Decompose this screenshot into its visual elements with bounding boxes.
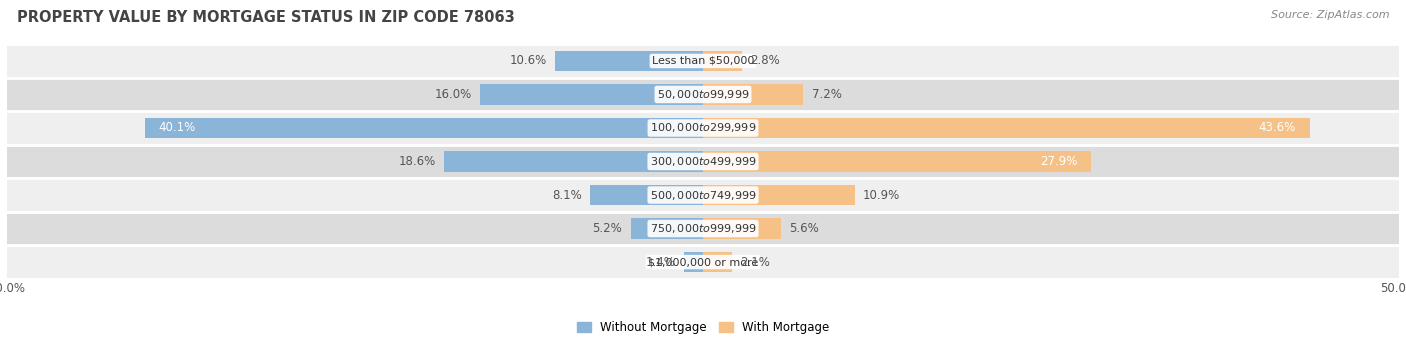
Text: $50,000 to $99,999: $50,000 to $99,999 bbox=[657, 88, 749, 101]
Text: 10.9%: 10.9% bbox=[863, 188, 900, 202]
Text: 2.8%: 2.8% bbox=[751, 54, 780, 67]
Text: $300,000 to $499,999: $300,000 to $499,999 bbox=[650, 155, 756, 168]
Text: 27.9%: 27.9% bbox=[1040, 155, 1077, 168]
Text: 43.6%: 43.6% bbox=[1258, 121, 1296, 135]
Bar bbox=[7, 178, 1399, 212]
Text: 5.6%: 5.6% bbox=[789, 222, 820, 235]
Bar bbox=[591, 185, 703, 205]
Bar bbox=[7, 111, 1399, 145]
Text: 18.6%: 18.6% bbox=[398, 155, 436, 168]
Text: 7.2%: 7.2% bbox=[811, 88, 841, 101]
Text: 5.2%: 5.2% bbox=[592, 222, 623, 235]
Bar bbox=[703, 185, 855, 205]
Text: Source: ZipAtlas.com: Source: ZipAtlas.com bbox=[1271, 10, 1389, 20]
Bar bbox=[444, 151, 703, 172]
Text: PROPERTY VALUE BY MORTGAGE STATUS IN ZIP CODE 78063: PROPERTY VALUE BY MORTGAGE STATUS IN ZIP… bbox=[17, 10, 515, 25]
Bar bbox=[703, 252, 733, 272]
Bar bbox=[683, 252, 703, 272]
Text: 1.4%: 1.4% bbox=[645, 256, 675, 269]
Bar bbox=[7, 245, 1399, 279]
Text: Less than $50,000: Less than $50,000 bbox=[652, 56, 754, 66]
Bar bbox=[145, 118, 703, 138]
Bar bbox=[703, 51, 742, 71]
Bar bbox=[7, 145, 1399, 178]
Bar bbox=[7, 44, 1399, 78]
Legend: Without Mortgage, With Mortgage: Without Mortgage, With Mortgage bbox=[572, 316, 834, 339]
Bar bbox=[703, 118, 1310, 138]
Text: $500,000 to $749,999: $500,000 to $749,999 bbox=[650, 188, 756, 202]
Bar bbox=[703, 218, 780, 239]
Text: 8.1%: 8.1% bbox=[553, 188, 582, 202]
Text: $100,000 to $299,999: $100,000 to $299,999 bbox=[650, 121, 756, 135]
Bar bbox=[7, 78, 1399, 111]
Bar bbox=[703, 84, 803, 105]
Text: 40.1%: 40.1% bbox=[159, 121, 195, 135]
Bar bbox=[481, 84, 703, 105]
Text: $750,000 to $999,999: $750,000 to $999,999 bbox=[650, 222, 756, 235]
Text: 16.0%: 16.0% bbox=[434, 88, 472, 101]
Bar bbox=[7, 212, 1399, 245]
Bar bbox=[631, 218, 703, 239]
Text: 2.1%: 2.1% bbox=[741, 256, 770, 269]
Text: $1,000,000 or more: $1,000,000 or more bbox=[648, 257, 758, 267]
Text: 10.6%: 10.6% bbox=[510, 54, 547, 67]
Bar bbox=[555, 51, 703, 71]
Bar bbox=[703, 151, 1091, 172]
